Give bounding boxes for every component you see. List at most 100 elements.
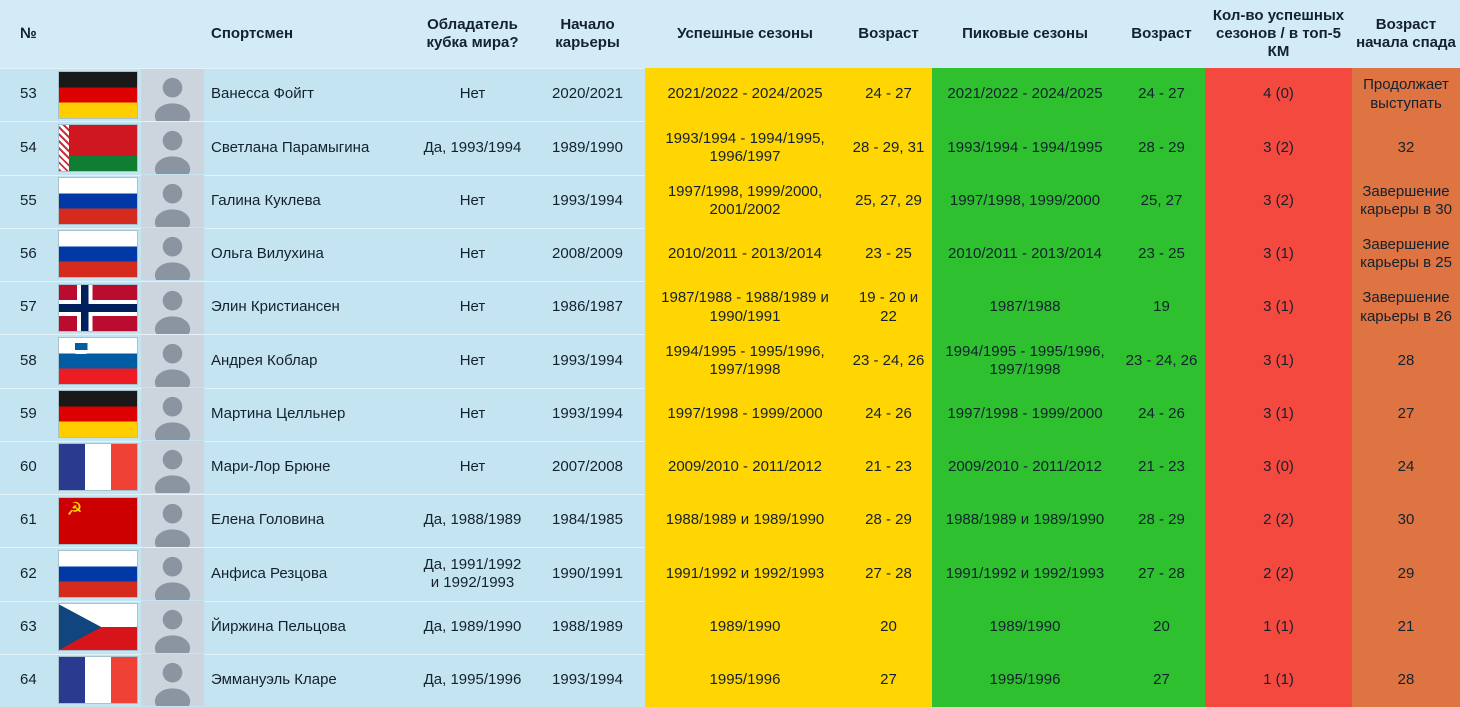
country-flag bbox=[58, 71, 137, 118]
successful-seasons-age: 20 bbox=[845, 600, 932, 654]
athlete-name: Элин Кристиансен bbox=[205, 281, 415, 334]
career-start: 1986/1987 bbox=[530, 281, 645, 334]
successful-seasons-count: 3 (0) bbox=[1205, 440, 1352, 494]
table-header-row: № Спортсмен Обладатель кубка мира? Начал… bbox=[0, 0, 1460, 68]
successful-seasons: 1995/1996 bbox=[645, 653, 845, 707]
world-cup-holder: Нет bbox=[415, 175, 530, 228]
successful-seasons-count: 2 (2) bbox=[1205, 547, 1352, 601]
athlete-name: Мартина Целльнер bbox=[205, 388, 415, 441]
decline-age: 28 bbox=[1352, 334, 1460, 388]
successful-seasons: 1989/1990 bbox=[645, 600, 845, 654]
athlete-photo bbox=[141, 494, 204, 547]
header-success-age: Возраст bbox=[858, 24, 919, 42]
successful-seasons-count: 3 (1) bbox=[1205, 281, 1352, 335]
successful-seasons-age: 21 - 23 bbox=[845, 440, 932, 494]
photo-cell bbox=[140, 68, 205, 121]
successful-seasons-age: 19 - 20 и 22 bbox=[845, 281, 932, 335]
athlete-name: Андрея Коблар bbox=[205, 334, 415, 387]
country-flag bbox=[58, 657, 137, 704]
successful-seasons: 1988/1989 и 1989/1990 bbox=[645, 494, 845, 548]
career-start: 1993/1994 bbox=[530, 334, 645, 387]
successful-seasons-count: 2 (2) bbox=[1205, 494, 1352, 548]
decline-age: Завершение карьеры в 25 bbox=[1352, 227, 1460, 281]
world-cup-holder: Да, 1989/1990 bbox=[415, 601, 530, 654]
peak-seasons: 1988/1989 и 1989/1990 bbox=[932, 494, 1118, 548]
row-number: 58 bbox=[0, 334, 55, 387]
photo-cell bbox=[140, 175, 205, 228]
successful-seasons: 1997/1998 - 1999/2000 bbox=[645, 387, 845, 441]
successful-seasons-count: 3 (2) bbox=[1205, 174, 1352, 228]
peak-seasons-age: 28 - 29 bbox=[1118, 121, 1205, 175]
header-peak-seasons: Пиковые сезоны bbox=[962, 24, 1088, 42]
world-cup-holder: Да, 1995/1996 bbox=[415, 654, 530, 707]
photo-cell bbox=[140, 494, 205, 547]
successful-seasons: 1994/1995 - 1995/1996, 1997/1998 bbox=[645, 334, 845, 388]
career-start: 1989/1990 bbox=[530, 121, 645, 174]
flag-cell bbox=[55, 547, 140, 600]
table-row: 63 Йиржина Пельцова Да, 1989/1990 1988/1… bbox=[0, 600, 1460, 654]
row-number: 55 bbox=[0, 175, 55, 228]
peak-seasons: 2009/2010 - 2011/2012 bbox=[932, 440, 1118, 494]
athlete-name: Ольга Вилухина bbox=[205, 228, 415, 281]
career-start: 2020/2021 bbox=[530, 68, 645, 121]
athlete-name: Йиржина Пельцова bbox=[205, 601, 415, 654]
flag-cell bbox=[55, 388, 140, 441]
successful-seasons: 1987/1988 - 1988/1989 и 1990/1991 bbox=[645, 281, 845, 335]
country-flag bbox=[58, 124, 137, 171]
successful-seasons-age: 23 - 24, 26 bbox=[845, 334, 932, 388]
flag-cell bbox=[55, 121, 140, 174]
athlete-photo bbox=[141, 601, 204, 654]
athlete-photo bbox=[141, 121, 204, 174]
career-start: 1990/1991 bbox=[530, 547, 645, 600]
row-number: 63 bbox=[0, 601, 55, 654]
country-flag bbox=[58, 497, 137, 544]
career-start: 1993/1994 bbox=[530, 654, 645, 707]
country-flag bbox=[58, 337, 137, 384]
row-number: 62 bbox=[0, 547, 55, 600]
row-number: 54 bbox=[0, 121, 55, 174]
row-number: 61 bbox=[0, 494, 55, 547]
world-cup-holder: Нет bbox=[415, 68, 530, 121]
country-flag bbox=[58, 178, 137, 225]
photo-cell bbox=[140, 388, 205, 441]
table-row: 60 Мари-Лор Брюне Нет 2007/2008 2009/201… bbox=[0, 440, 1460, 494]
athlete-name: Мари-Лор Брюне bbox=[205, 441, 415, 494]
flag-cell bbox=[55, 68, 140, 121]
athlete-photo bbox=[141, 441, 204, 494]
header-success-seasons: Успешные сезоны bbox=[677, 24, 813, 42]
successful-seasons-age: 24 - 27 bbox=[845, 68, 932, 122]
peak-seasons-age: 19 bbox=[1118, 281, 1205, 335]
table-row: 53 Ванесса Фойгт Нет 2020/2021 2021/2022… bbox=[0, 68, 1460, 122]
table-row: 59 Мартина Целльнер Нет 1993/1994 1997/1… bbox=[0, 387, 1460, 441]
flag-cell bbox=[55, 494, 140, 547]
header-peak-age: Возраст bbox=[1131, 24, 1192, 42]
country-flag bbox=[58, 284, 137, 331]
peak-seasons-age: 25, 27 bbox=[1118, 174, 1205, 228]
peak-seasons-age: 23 - 25 bbox=[1118, 227, 1205, 281]
world-cup-holder: Нет bbox=[415, 441, 530, 494]
successful-seasons: 1993/1994 - 1994/1995, 1996/1997 bbox=[645, 121, 845, 175]
peak-seasons: 2010/2011 - 2013/2014 bbox=[932, 227, 1118, 281]
table-row: 56 Ольга Вилухина Нет 2008/2009 2010/201… bbox=[0, 227, 1460, 281]
peak-seasons-age: 27 bbox=[1118, 653, 1205, 707]
successful-seasons-age: 23 - 25 bbox=[845, 227, 932, 281]
world-cup-holder: Нет bbox=[415, 334, 530, 387]
table-row: 57 Элин Кристиансен Нет 1986/1987 1987/1… bbox=[0, 281, 1460, 335]
athlete-name: Галина Куклева bbox=[205, 175, 415, 228]
flag-cell bbox=[55, 654, 140, 707]
successful-seasons: 1997/1998, 1999/2000, 2001/2002 bbox=[645, 174, 845, 228]
decline-age: 21 bbox=[1352, 600, 1460, 654]
peak-seasons: 1995/1996 bbox=[932, 653, 1118, 707]
world-cup-holder: Да, 1991/1992 и 1992/1993 bbox=[415, 547, 530, 600]
decline-age: Продолжает выступать bbox=[1352, 68, 1460, 122]
successful-seasons-count: 1 (1) bbox=[1205, 653, 1352, 707]
peak-seasons-age: 23 - 24, 26 bbox=[1118, 334, 1205, 388]
flag-cell bbox=[55, 175, 140, 228]
photo-cell bbox=[140, 601, 205, 654]
table-row: 61 Елена Головина Да, 1988/1989 1984/198… bbox=[0, 494, 1460, 548]
peak-seasons: 2021/2022 - 2024/2025 bbox=[932, 68, 1118, 122]
athlete-photo bbox=[141, 547, 204, 600]
world-cup-holder: Нет bbox=[415, 281, 530, 334]
athlete-name: Светлана Парамыгина bbox=[205, 121, 415, 174]
world-cup-holder: Да, 1993/1994 bbox=[415, 121, 530, 174]
